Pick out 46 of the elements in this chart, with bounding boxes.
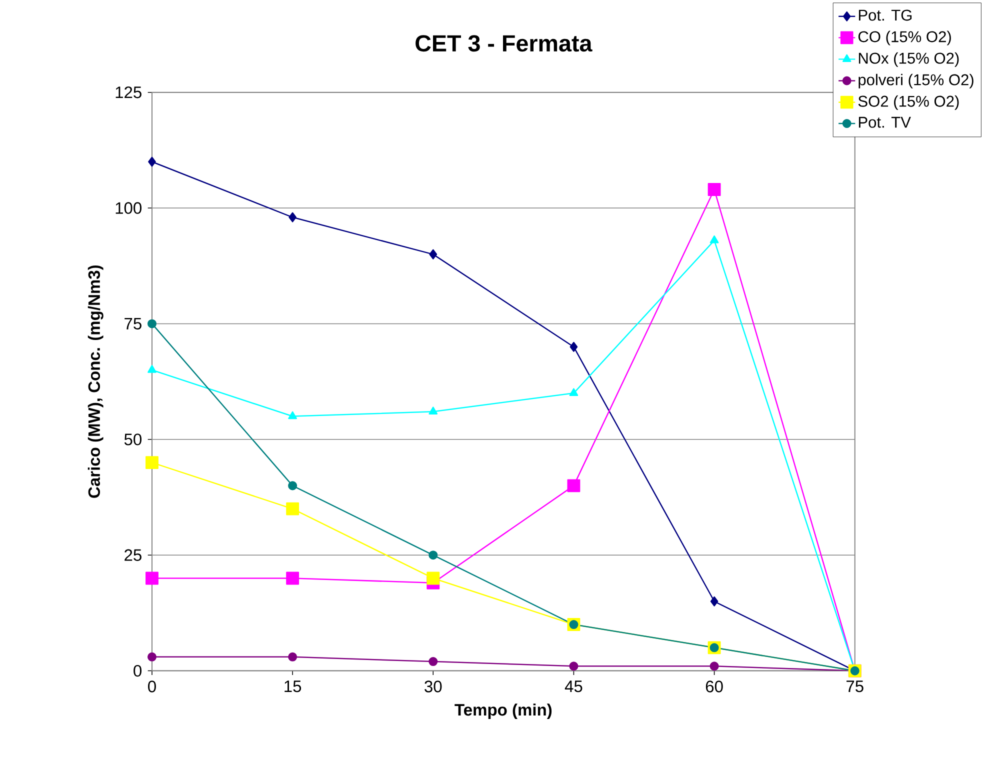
y-tick-label: 50 (124, 434, 142, 446)
point (567, 479, 580, 492)
legend-label: polveri (15% O2) (858, 74, 974, 88)
point (147, 319, 157, 328)
y-tick-label: 100 (116, 202, 142, 214)
chart-title: CET 3 - Fermata (416, 35, 592, 52)
point (148, 365, 156, 373)
x-tick-label: 45 (564, 680, 582, 692)
point (148, 156, 156, 167)
x-tick-label: 75 (846, 680, 864, 692)
point (710, 662, 719, 671)
y-tick-label: 25 (124, 549, 142, 562)
y-tick-label: 75 (124, 318, 142, 330)
point (286, 502, 300, 516)
legend-label: CO (15% O2) (858, 30, 951, 46)
point (429, 249, 438, 260)
x-tick-label: 0 (148, 680, 156, 692)
point (708, 183, 721, 196)
point (428, 406, 438, 415)
legend-label: Pot. TG (858, 10, 912, 21)
legend-label: NOx (15% O2) (858, 52, 959, 67)
legend-label: SO2 (15% O2) (858, 96, 959, 110)
y-tick-label: 125 (116, 86, 142, 98)
point (286, 572, 300, 585)
point (288, 212, 296, 222)
x-axis-title: Tempo (min) (454, 704, 552, 720)
point (147, 652, 157, 662)
point (288, 652, 298, 662)
point (710, 236, 719, 244)
point (428, 657, 438, 666)
point (426, 572, 440, 585)
point (146, 456, 158, 470)
x-tick-label: 30 (424, 680, 442, 692)
point (146, 572, 158, 585)
y-tick-label: 0 (134, 665, 142, 677)
x-tick-label: 60 (706, 680, 723, 692)
point (288, 411, 297, 420)
x-tick-label: 15 (284, 680, 302, 692)
point (569, 662, 578, 671)
point (570, 342, 578, 352)
point (710, 596, 718, 607)
y-axis-title: Carico (MW), Conc. (mg/Nm3) (88, 266, 104, 498)
point (288, 481, 298, 490)
point (569, 388, 578, 396)
point (428, 550, 438, 560)
legend-label: Pot. TV (858, 117, 911, 128)
